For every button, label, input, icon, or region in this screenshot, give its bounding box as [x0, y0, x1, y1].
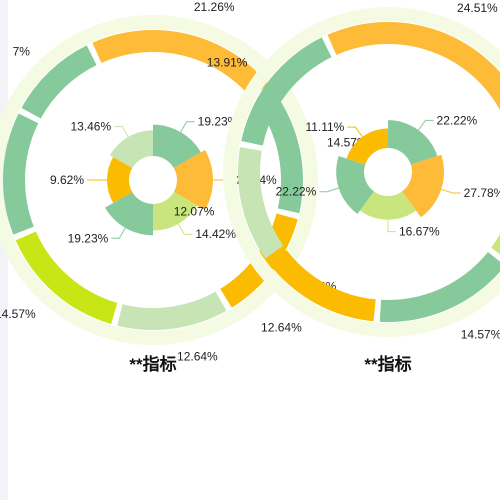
- inner-rose-segment: [388, 120, 438, 165]
- inner-rose-segment: [153, 192, 197, 231]
- inner-rose-segment: [346, 128, 388, 165]
- inner-rose-segment: [359, 191, 417, 220]
- outer-ring-segment: [15, 231, 118, 325]
- donut-hole: [366, 150, 410, 194]
- chart-2-title: **指标: [364, 354, 411, 374]
- inner-rose-segment: [107, 157, 133, 203]
- outer-ring-segment: [327, 22, 500, 111]
- inner-rose-segment: [105, 192, 153, 236]
- inner-segment-label: 22.22%: [437, 113, 478, 127]
- chart-2: 24.51%14.57%14.57%12.64%12.07%13.91%22.2…: [174, 1, 500, 341]
- inner-rose-segment: [153, 124, 201, 168]
- inner-segment-label: 22.22%: [276, 185, 317, 199]
- outer-segment-label: 24.51%: [457, 1, 498, 15]
- inner-segment-label: 9.62%: [50, 173, 84, 187]
- inner-segment-label: 27.78%: [464, 186, 500, 200]
- outer-ring-segment: [491, 233, 500, 255]
- inner-label-leader: [177, 223, 193, 235]
- outer-ring-segment: [238, 147, 284, 259]
- outer-segment-label: 13.91%: [207, 56, 248, 70]
- inner-segment-label: 16.67%: [399, 225, 440, 239]
- outer-segment-label: 12.64%: [261, 321, 302, 335]
- chart-1: 21.26%14.57%12.64%12.64%14.57%7%19.23%24…: [0, 0, 368, 363]
- outer-ring-segment: [241, 37, 332, 146]
- outer-ring-segment: [2, 113, 39, 235]
- inner-rose-segment: [402, 154, 444, 218]
- inner-label-leader: [418, 119, 434, 131]
- outer-ring-segment: [21, 45, 97, 119]
- inner-segment-label: 14.42%: [195, 227, 236, 241]
- outer-segment-label: 12.07%: [174, 204, 215, 218]
- inner-label-leader: [347, 126, 363, 138]
- inner-segment-label: 19.23%: [198, 115, 239, 129]
- inner-rose-segment: [336, 155, 374, 214]
- inner-label-leader: [441, 188, 461, 194]
- outer-ring-segment: [92, 30, 269, 99]
- inner-segment-label: 19.23%: [68, 231, 109, 245]
- inner-segment-label: 13.46%: [70, 120, 111, 134]
- donut-hole: [131, 158, 175, 202]
- inner-label-leader: [114, 126, 129, 138]
- inner-rose-segment: [173, 150, 213, 210]
- inner-rose-segment: [109, 130, 153, 168]
- ring-glow: [223, 7, 500, 337]
- outer-segment-label: 14.57%: [0, 307, 36, 321]
- outer-segment-label: 7%: [13, 44, 31, 58]
- outer-ring-segment: [379, 251, 500, 322]
- inner-label-leader: [319, 187, 339, 193]
- inner-segment-label: 11.11%: [305, 120, 344, 134]
- inner-label-leader: [387, 219, 396, 233]
- ring-glow: [0, 15, 318, 345]
- outer-ring-segment: [269, 250, 376, 322]
- outer-segment-label: 14.57%: [461, 327, 500, 341]
- outer-segment-label: 12.64%: [177, 349, 218, 363]
- outer-segment-label: 21.26%: [194, 0, 235, 14]
- outer-ring-segment: [117, 291, 227, 330]
- inner-label-leader: [111, 227, 126, 239]
- inner-label-leader: [180, 121, 195, 133]
- chart-1-title: **指标: [129, 354, 176, 374]
